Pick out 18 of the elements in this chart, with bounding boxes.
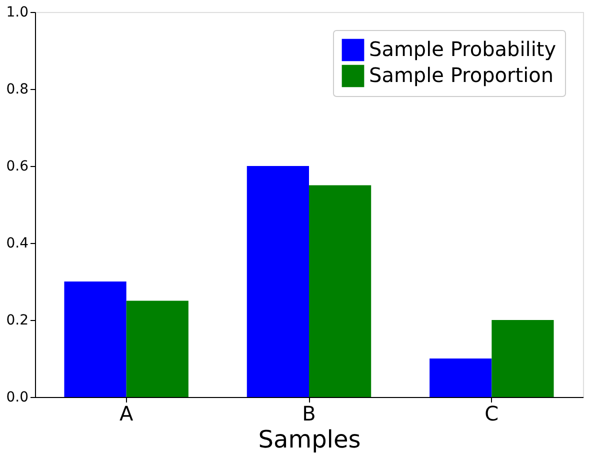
y-tick-label: 0.2 xyxy=(6,312,28,328)
x-tick-label: C xyxy=(484,402,499,426)
legend-label: Sample Proportion xyxy=(369,63,554,87)
y-tick-label: 0.8 xyxy=(6,82,28,98)
bar xyxy=(246,166,309,397)
bar xyxy=(309,185,372,397)
bar xyxy=(126,300,188,397)
bar xyxy=(492,320,554,397)
x-axis-title: Samples xyxy=(258,426,361,454)
y-tick-label: 0.0 xyxy=(6,390,28,406)
x-tick-label: B xyxy=(302,402,316,426)
x-tick-label: A xyxy=(119,402,134,426)
bar xyxy=(430,358,492,397)
bar xyxy=(64,282,126,397)
y-tick-label: 1.0 xyxy=(6,4,28,20)
y-tick-label: 0.4 xyxy=(6,236,29,252)
legend-label: Sample Probability xyxy=(369,37,556,61)
y-tick-label: 0.6 xyxy=(6,158,29,174)
